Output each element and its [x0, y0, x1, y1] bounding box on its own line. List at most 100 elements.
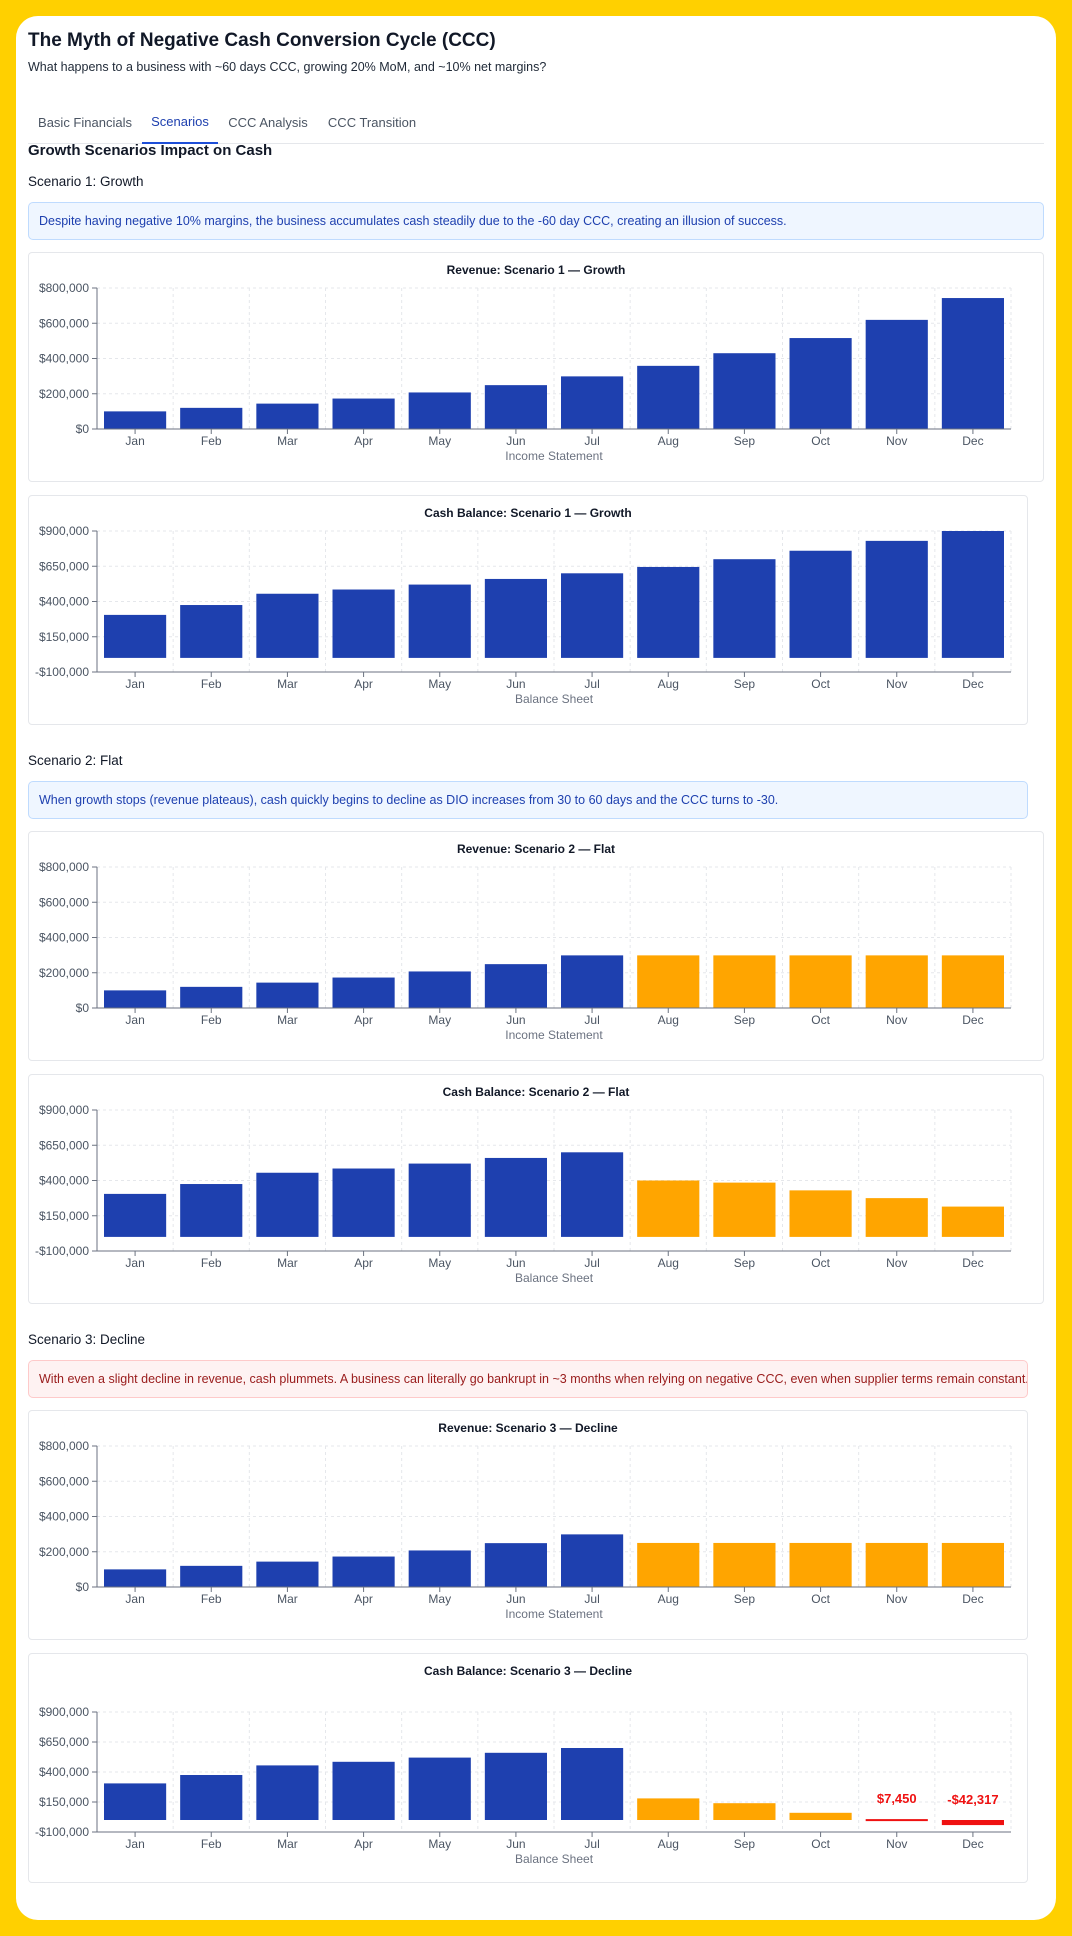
y-tick-label: $600,000 — [39, 1474, 89, 1488]
y-tick-label: $900,000 — [39, 1705, 89, 1719]
x-tick-label: Oct — [811, 677, 830, 691]
x-tick-label: Dec — [962, 1256, 983, 1270]
revenue-s1-chart: $0 $200,000 $400,000 $600,000 $800,000 Jan Feb… — [39, 281, 1012, 463]
x-tick-label: Jul — [584, 1256, 599, 1270]
tab-scenarios[interactable]: Scenarios — [142, 100, 218, 144]
x-tick-label: Dec — [962, 434, 983, 448]
y-tick-label: $200,000 — [39, 966, 89, 980]
x-tick-label: May — [428, 677, 451, 691]
bar-mar — [256, 1561, 319, 1587]
tab-ccc-transition[interactable]: CCC Transition — [327, 114, 417, 130]
x-tick-label: Sep — [734, 677, 756, 691]
chart-card-revenue-s2: Revenue: Scenario 2 — Flat $0 $200,000 $40… — [28, 831, 1044, 1061]
x-tick-label: Jul — [584, 1013, 599, 1027]
x-tick-label: Oct — [811, 434, 830, 448]
bar-may — [408, 1550, 471, 1587]
bar-oct — [789, 550, 852, 658]
tab-basic-financials[interactable]: Basic Financials — [38, 114, 132, 130]
x-tick-label: Jan — [125, 1592, 144, 1606]
bar-jul — [561, 376, 624, 429]
bar-jan — [104, 1783, 167, 1820]
chart-title: Cash Balance: Scenario 1 — Growth — [424, 506, 632, 520]
chart-title: Revenue: Scenario 3 — Decline — [438, 1421, 618, 1435]
x-tick-label: Oct — [811, 1013, 830, 1027]
revenue-s2-chart: $0 $200,000 $400,000 $600,000 $800,000 Jan Feb… — [39, 860, 1012, 1042]
bar-jun — [484, 1752, 547, 1820]
bar-jun — [484, 1543, 547, 1587]
tab-bar: Basic Financials Scenarios CCC Analysis … — [28, 100, 1044, 144]
bar-jun — [484, 964, 547, 1008]
x-tick-label: Aug — [658, 1013, 679, 1027]
x-tick-label: Sep — [734, 1837, 756, 1851]
x-axis-label: Income Statement — [505, 1607, 603, 1621]
y-tick-label: $900,000 — [39, 524, 89, 538]
x-tick-label: Jun — [506, 1592, 525, 1606]
x-axis-label: Balance Sheet — [515, 1852, 594, 1866]
x-tick-label: Feb — [201, 677, 222, 691]
scenario-3-note: With even a slight decline in revenue, c… — [28, 1360, 1028, 1398]
data-label: -$42,317 — [947, 1792, 998, 1807]
y-tick-label: $800,000 — [39, 281, 89, 295]
x-axis-label: Balance Sheet — [515, 692, 594, 706]
scenario-1-title: Scenario 1: Growth — [28, 174, 144, 189]
bar-aug — [637, 365, 700, 429]
bar-sep — [713, 1803, 776, 1820]
x-tick-label: Apr — [354, 1013, 373, 1027]
bar-aug — [637, 1542, 700, 1587]
chart-title: Cash Balance: Scenario 3 — Decline — [423, 1664, 633, 1678]
x-tick-label: Aug — [658, 1256, 679, 1270]
bar-jun — [484, 578, 547, 658]
x-tick-label: Oct — [811, 1837, 830, 1851]
bar-apr — [332, 398, 395, 429]
x-tick-label: Apr — [354, 1837, 373, 1851]
x-tick-label: Aug — [658, 1837, 679, 1851]
x-tick-label: Feb — [201, 1256, 222, 1270]
bar-may — [408, 1163, 471, 1237]
data-label: $7,450 — [877, 1791, 917, 1806]
bar-apr — [332, 1761, 395, 1820]
bar-jun — [484, 385, 547, 429]
x-tick-label: Jul — [584, 1837, 599, 1851]
bar-feb — [180, 1184, 243, 1237]
bar-jan — [104, 411, 167, 429]
x-tick-label: Nov — [886, 677, 907, 691]
cash-s2-chart: -$100,000 $150,000 $400,000 $650,000 $900,00… — [35, 1103, 1012, 1285]
bar-aug — [637, 955, 700, 1008]
scenario-2-note: When growth stops (revenue plateaus), ca… — [28, 781, 1028, 819]
x-tick-label: Nov — [886, 1013, 907, 1027]
x-tick-label: May — [428, 1256, 451, 1270]
bar-apr — [332, 977, 395, 1008]
y-tick-label: $200,000 — [39, 387, 89, 401]
bar-mar — [256, 982, 319, 1008]
y-tick-label: $0 — [76, 1580, 90, 1594]
y-tick-label: $0 — [76, 1001, 90, 1015]
x-tick-label: Apr — [354, 1256, 373, 1270]
x-tick-label: Sep — [734, 1592, 756, 1606]
x-tick-label: Jun — [506, 677, 525, 691]
chart-title: Cash Balance: Scenario 2 — Flat — [442, 1085, 630, 1099]
y-tick-label: -$100,000 — [35, 1244, 89, 1258]
bar-jul — [561, 573, 624, 658]
bar-sep — [713, 353, 776, 429]
y-tick-label: $150,000 — [39, 1795, 89, 1809]
y-tick-label: -$100,000 — [35, 665, 89, 679]
tab-ccc-analysis[interactable]: CCC Analysis — [228, 114, 308, 130]
x-axis-label: Income Statement — [505, 1028, 603, 1042]
scenario-2-title: Scenario 2: Flat — [28, 753, 123, 768]
x-tick-label: Nov — [886, 1837, 907, 1851]
page-title: The Myth of Negative Cash Conversion Cyc… — [28, 30, 496, 51]
bar-dec — [941, 1206, 1004, 1237]
chart-card-cash-s3: Cash Balance: Scenario 3 — Decline -$100… — [28, 1653, 1028, 1883]
chart-card-cash-s1: Cash Balance: Scenario 1 — Growth -$100,… — [28, 495, 1028, 725]
chart-card-revenue-s3: Revenue: Scenario 3 — Decline $0 $200,000… — [28, 1410, 1028, 1640]
bar-sep — [713, 1182, 776, 1237]
bar-dec — [941, 1820, 1004, 1826]
y-tick-label: $800,000 — [39, 860, 89, 874]
x-tick-label: Mar — [277, 1592, 298, 1606]
x-tick-label: Jun — [506, 1013, 525, 1027]
bar-feb — [180, 605, 243, 658]
x-tick-label: Oct — [811, 1256, 830, 1270]
x-tick-label: Jan — [125, 677, 144, 691]
x-tick-label: Apr — [354, 434, 373, 448]
bar-mar — [256, 593, 319, 658]
